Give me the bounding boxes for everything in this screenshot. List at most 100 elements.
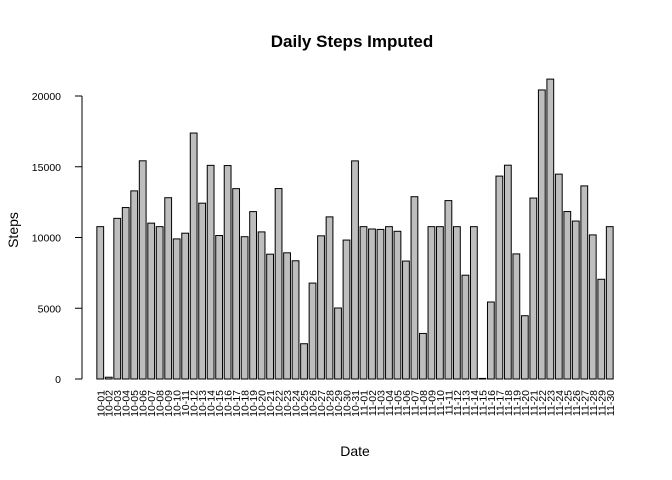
bar-11-11	[444, 200, 453, 380]
x-tick-label: 11-06	[401, 390, 413, 416]
y-tick-label: 10000	[32, 233, 61, 245]
bar-10-03	[113, 217, 122, 380]
bar-10-05	[130, 190, 139, 380]
x-tick-label: 10-02	[104, 390, 116, 417]
x-tick-label: 11-26	[571, 390, 583, 416]
x-tick-label: 10-30	[342, 390, 354, 417]
x-tick-label: 10-03	[112, 390, 124, 417]
bar-11-17	[495, 175, 504, 380]
bar-11-02	[368, 228, 376, 380]
bar-11-23	[546, 78, 555, 380]
x-axis-label: Date	[340, 443, 370, 459]
bar-10-12	[189, 132, 198, 380]
x-tick-label: 10-27	[316, 390, 328, 417]
x-tick-label: 10-01	[95, 390, 107, 417]
bar-11-06	[402, 260, 410, 380]
x-tick-label: 10-08	[155, 390, 167, 417]
x-tick-label: 11-15	[477, 390, 489, 416]
bar-11-21	[529, 197, 538, 380]
bar-10-29	[334, 307, 342, 380]
x-tick-label: 11-03	[375, 390, 387, 416]
x-tick-label: 10-26	[308, 390, 320, 417]
x-tick-label: 10-28	[325, 390, 337, 417]
x-tick-label: 11-01	[358, 390, 370, 416]
x-tick-label: 11-10	[435, 390, 447, 416]
x-tick-label: 10-12	[189, 390, 201, 417]
bar-11-07	[410, 196, 419, 380]
x-tick-label: 11-21	[528, 390, 540, 416]
x-tick-label: 10-15	[214, 390, 226, 417]
bar-10-17	[232, 188, 241, 380]
bar-11-28	[588, 234, 597, 380]
x-tick-label: 11-17	[494, 390, 506, 416]
x-tick-label: 10-24	[291, 390, 303, 417]
x-tick-label: 11-29	[596, 390, 608, 416]
bar-11-22	[537, 89, 546, 380]
x-tick-label: 11-05	[392, 390, 404, 416]
bar-10-07	[147, 222, 156, 380]
x-tick-label: 10-19	[248, 390, 260, 417]
bar-10-16	[223, 165, 232, 380]
x-tick-label: 10-18	[240, 390, 252, 417]
x-tick-label: 11-14	[469, 390, 481, 416]
x-tick-label: 10-06	[138, 390, 150, 417]
x-tick-label: 10-09	[163, 390, 175, 417]
x-tick-label: 10-13	[197, 390, 209, 417]
bar-10-06	[138, 160, 147, 380]
x-tick-label: 11-18	[503, 390, 515, 416]
x-tick-label: 11-09	[426, 390, 438, 416]
bar-11-29	[597, 278, 606, 380]
x-tick-label: 11-07	[409, 390, 421, 416]
x-tick-label: 10-29	[333, 390, 345, 417]
x-tick-label: 11-28	[588, 390, 600, 416]
bar-10-11	[181, 232, 190, 380]
x-tick-label: 10-11	[180, 390, 192, 416]
x-tick-label: 11-27	[579, 390, 591, 416]
bar-10-02	[104, 376, 113, 380]
bar-10-08	[155, 226, 164, 380]
y-tick-label: 15000	[32, 162, 61, 174]
bar-11-04	[385, 226, 393, 380]
x-tick-label: 11-23	[545, 390, 557, 416]
y-tick-label: 0	[55, 374, 61, 386]
x-tick-label: 11-02	[367, 390, 379, 416]
x-tick-label: 10-05	[129, 390, 141, 417]
x-tick-label: 11-13	[460, 390, 472, 416]
y-axis: 0 5000 10000 15000 20000	[32, 91, 83, 386]
bar-11-26	[571, 220, 580, 380]
bar-10-01	[96, 226, 105, 380]
bar-10-19	[249, 211, 257, 380]
bar-10-09	[164, 197, 173, 380]
x-tick-label: 11-24	[554, 390, 566, 416]
bar-11-27	[580, 185, 589, 380]
x-tick-label: 11-30	[605, 390, 617, 416]
x-tick-label: 11-11	[443, 390, 455, 415]
bar-10-14	[206, 164, 215, 380]
bar-11-24	[554, 173, 563, 380]
bar-10-26	[308, 282, 317, 380]
bar-10-10	[172, 238, 181, 380]
x-tick-label: 10-21	[265, 390, 277, 417]
bars-group	[96, 78, 614, 380]
bar-10-20	[257, 231, 266, 380]
bar-10-30	[342, 239, 351, 380]
x-tick-label: 11-19	[511, 390, 523, 416]
x-tick-label: 10-17	[231, 390, 243, 417]
bar-10-15	[215, 235, 224, 380]
x-tick-label: 11-16	[486, 390, 498, 416]
x-tick-label: 11-12	[452, 390, 464, 416]
bar-10-27	[317, 235, 325, 380]
bar-11-09	[427, 226, 436, 380]
x-tick-label: 10-20	[257, 390, 269, 417]
bar-10-28	[325, 216, 334, 380]
x-tick-label: 10-10	[172, 390, 184, 417]
bar-11-19	[512, 253, 521, 380]
bar-11-13	[461, 274, 470, 380]
bar-11-01	[359, 226, 368, 380]
bar-10-22	[274, 188, 283, 380]
bar-10-04	[121, 207, 130, 380]
bar-11-10	[436, 226, 444, 380]
x-tick-label: 10-04	[121, 390, 133, 417]
bar-10-21	[266, 253, 274, 380]
